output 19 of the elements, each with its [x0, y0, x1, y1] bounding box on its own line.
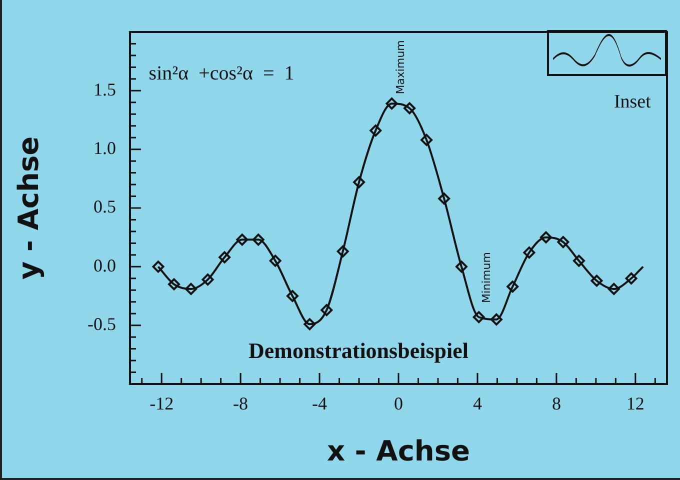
annotation: Inset: [614, 91, 652, 112]
x-tick-label: -4: [312, 394, 328, 414]
x-tick-label: 4: [472, 394, 482, 414]
text: Demonstrationsbeispiel: [248, 338, 468, 364]
y-tick-label: 0.5: [94, 196, 116, 217]
y-axis-title: y - Achse: [12, 136, 46, 280]
annotation: Maximum: [394, 40, 408, 94]
annotation: sin²α +cos²α = 1: [148, 62, 294, 84]
y-tick-label: 0.0: [94, 255, 116, 276]
annotation: Minimum: [480, 252, 493, 304]
x-tick-label: -8: [233, 394, 248, 414]
x-tick-label: -12: [150, 394, 174, 414]
y-tick-label: 1.0: [94, 138, 116, 158]
x-tick-label: 8: [552, 394, 561, 414]
x-axis-title: x - Achse: [326, 434, 470, 468]
x-tick-label: 12: [626, 394, 644, 414]
y-tick-label: 1.5: [94, 79, 116, 100]
x-tick-label: 0: [394, 394, 403, 414]
y-tick-label: -0.5: [88, 314, 116, 334]
